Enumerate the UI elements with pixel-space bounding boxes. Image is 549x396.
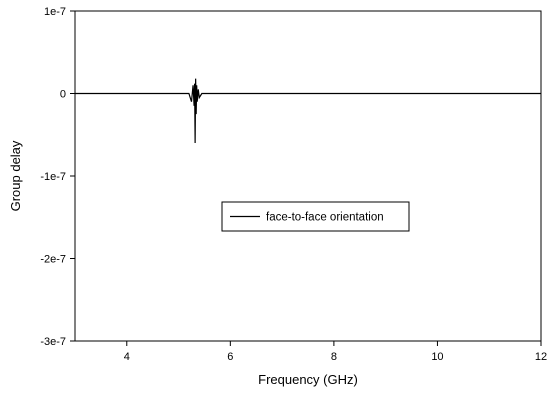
- legend: face-to-face orientation: [221, 201, 410, 232]
- x-tick-label: 6: [227, 351, 233, 363]
- plot-frame: [74, 10, 542, 342]
- legend-box: [221, 201, 410, 232]
- x-tick-label: 4: [124, 351, 130, 363]
- x-tick-label: 12: [535, 351, 547, 363]
- y-axis-label: Group delay: [8, 140, 23, 211]
- y-tick-label: 1e-7: [44, 6, 66, 18]
- y-tick-label: -2e-7: [40, 254, 66, 266]
- x-tick-label: 10: [431, 351, 443, 363]
- x-tick-label: 8: [331, 351, 337, 363]
- x-axis-label: Frequency (GHz): [258, 372, 358, 387]
- y-tick-label: 0: [60, 89, 66, 101]
- y-tick-label: -3e-7: [40, 336, 66, 348]
- plot-area: [75, 78, 541, 144]
- y-tick-label: -1e-7: [40, 171, 66, 183]
- legend-label: face-to-face orientation: [266, 212, 384, 224]
- axes: 4 6 8 10 12 1e-7 0 -1e-7 -2e-7 -3e-7: [40, 6, 547, 363]
- series-line: [75, 78, 541, 144]
